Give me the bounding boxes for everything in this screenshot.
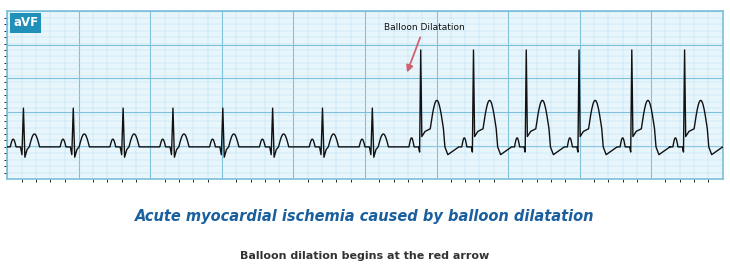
Text: aVF: aVF	[13, 16, 38, 29]
Text: Balloon Dilatation: Balloon Dilatation	[383, 23, 464, 71]
Text: Balloon dilation begins at the red arrow: Balloon dilation begins at the red arrow	[240, 251, 490, 261]
Text: Acute myocardial ischemia caused by balloon dilatation: Acute myocardial ischemia caused by ball…	[135, 209, 595, 225]
